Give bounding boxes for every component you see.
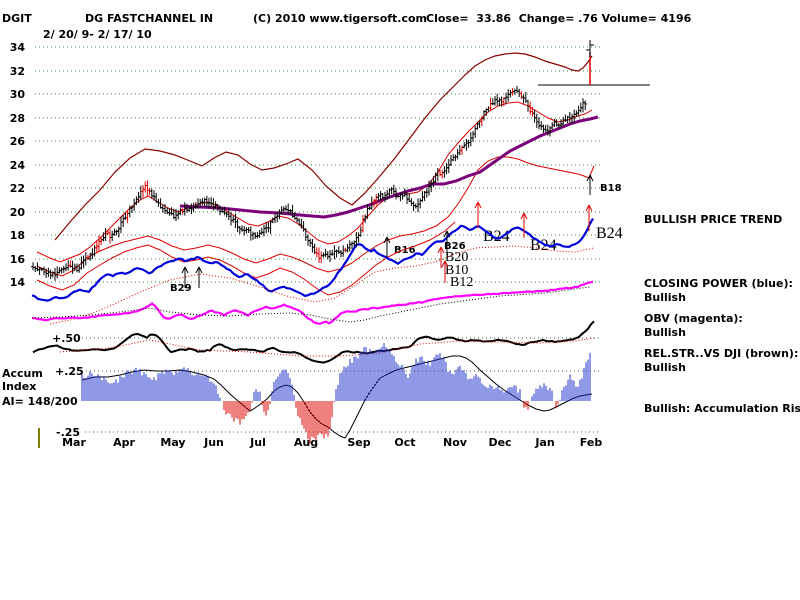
accum-ma-thin [81,355,593,439]
signal-label-b12: B12 [450,275,474,290]
relative-strength-state: Bullish [644,361,686,374]
date-range: 2/ 20/ 9- 2/ 17/ 10 [43,28,152,41]
signal-label-b24: B24 [596,225,623,242]
month-label: Sep [347,436,371,449]
price-tick-label: 14 [9,276,25,289]
price-tick-label: 22 [9,182,25,195]
cp-ma-red-dotted [49,245,595,325]
signal-label-b10: B10 [445,263,469,278]
closing-power-blue [31,218,594,302]
ticker-symbol: DGIT [2,12,32,25]
month-label: Oct [394,436,416,449]
month-label: May [160,436,186,449]
obv-ma-black-dotted [31,286,591,323]
price-tick-label: 26 [9,135,25,148]
month-label: Nov [443,436,467,449]
plus50-label: +.50 [52,332,81,345]
price-tick-label: 32 [9,65,25,78]
company-name: DG FASTCHANNEL IN [85,12,214,25]
month-label: Jan [535,436,555,449]
month-label: Aug [293,436,319,449]
month-label: Jun [204,436,224,449]
relative-strength-label: REL.STR..VS DJI (brown): [644,347,799,360]
month-label: Jul [250,436,266,449]
signal-label-b24: B24 [483,228,510,245]
signal-label-b20: B20 [445,250,469,265]
month-label: Mar [62,436,86,449]
obv-label: OBV (magenta): [644,312,743,325]
red-outer-lower-band [36,221,456,296]
closing-power-label: CLOSING POWER (blue): [644,277,793,290]
price-tick-label: 20 [9,206,25,219]
accumulation-verdict: Bullish: Accumulation Rising [644,402,800,415]
price-tick-label: 28 [9,112,25,125]
signal-label-b29: B29 [170,283,192,294]
purple-ma [179,115,599,219]
accum-label-line1: Accum [2,367,43,380]
ai-value-label: AI= 148/200 [2,395,78,408]
obv-state: Bullish [644,326,686,339]
price-tick-label: 30 [9,88,25,101]
plus25-label: +.25 [55,365,84,378]
accum-label-line2: Index [2,380,37,393]
maroon-upper-band [54,52,593,241]
price-tick-label: 16 [9,253,25,266]
close-change-volume-stats: Close= 33.86 Change= .76 Volume= 4196 [426,12,692,25]
signal-label-b24: B24 [530,237,557,254]
red-upper-band [36,101,593,263]
price-tick-label: 24 [9,159,25,172]
signal-label-b16: B16 [394,245,416,256]
signal-label-b18: B18 [600,183,622,194]
relstr-black [32,320,595,364]
price-tick-label: 18 [9,229,25,242]
relstr-ma-red-dotted [59,337,595,357]
obv-magenta [31,280,594,325]
minus25-label: -.25 [56,426,81,439]
closing-power-state: Bullish [644,291,686,304]
copyright-text: (C) 2010 www.tigersoft.com [253,12,428,25]
signal-label-b26: B26 [444,241,466,252]
price-trend-verdict: BULLISH PRICE TREND [644,213,783,226]
month-label: Feb [579,436,603,449]
month-label: Apr [113,436,135,449]
month-label: Dec [488,436,512,449]
price-tick-label: 34 [9,41,25,54]
